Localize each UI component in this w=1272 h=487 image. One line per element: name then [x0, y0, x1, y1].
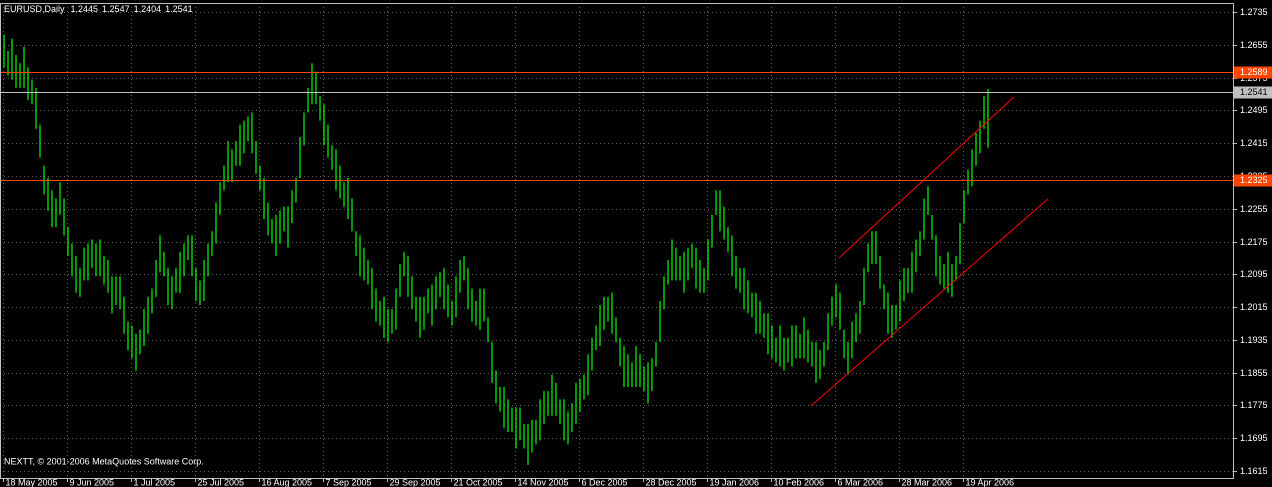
trend-line — [810, 198, 1049, 407]
open: 1.2445 — [71, 4, 99, 14]
y-tick-label: 1.1695 — [1240, 433, 1268, 443]
y-tick-label: 1.2255 — [1240, 204, 1268, 214]
x-tick-label: 16 Aug 2005 — [262, 477, 313, 487]
x-tick-label: 18 May 2005 — [6, 477, 58, 487]
y-tick-label: 1.2095 — [1240, 269, 1268, 279]
close: 1.2541 — [165, 4, 193, 14]
y-tick-label: 1.2415 — [1240, 138, 1268, 148]
level-label: 1.2541 — [1240, 87, 1268, 97]
y-tick-label: 1.1855 — [1240, 368, 1268, 378]
level-label: 1.2325 — [1240, 175, 1268, 185]
y-tick-label: 1.2655 — [1240, 40, 1268, 50]
y-tick-label: 1.2495 — [1240, 105, 1268, 115]
x-tick-label: 6 Dec 2005 — [582, 477, 628, 487]
level-label-box — [1234, 174, 1272, 187]
x-tick-label: 7 Sep 2005 — [326, 477, 372, 487]
x-tick-label: 10 Feb 2006 — [774, 477, 825, 487]
level-label: 1.2589 — [1240, 67, 1268, 77]
x-tick-label: 25 Jul 2005 — [198, 477, 245, 487]
x-tick-label: 28 Mar 2006 — [902, 477, 953, 487]
x-tick-label: 14 Nov 2005 — [518, 477, 569, 487]
chart-header: EURUSD,Daily 1.2445 1.2547 1.2404 1.2541 — [4, 4, 193, 14]
plot-frame — [0, 3, 1234, 479]
grid — [0, 3, 1233, 478]
x-tick-label: 28 Dec 2005 — [646, 477, 697, 487]
overlay — [0, 72, 1233, 407]
y-tick-label: 1.2175 — [1240, 237, 1268, 247]
x-tick-label: 9 Jun 2005 — [70, 477, 115, 487]
trend-line — [838, 96, 1015, 259]
y-tick-label: 1.1935 — [1240, 335, 1268, 345]
x-tick-label: 19 Apr 2006 — [966, 477, 1015, 487]
y-tick-label: 1.2015 — [1240, 302, 1268, 312]
bars — [3, 34, 989, 465]
x-tick-label: 29 Sep 2005 — [390, 477, 441, 487]
high: 1.2547 — [102, 4, 130, 14]
y-tick-label: 1.1775 — [1240, 400, 1268, 410]
low: 1.2404 — [134, 4, 162, 14]
level-label-box — [1234, 66, 1272, 79]
x-tick-label: 19 Jan 2006 — [710, 477, 760, 487]
level-label-box — [1234, 86, 1272, 99]
y-tick-label: 1.1615 — [1240, 466, 1268, 476]
x-tick-label: 21 Oct 2005 — [454, 477, 503, 487]
symbol: EURUSD,Daily — [4, 4, 65, 14]
x-tick-label: 1 Jul 2005 — [134, 477, 176, 487]
watermark: NEXTT, © 2001-2006 MetaQuotes Software C… — [4, 456, 204, 466]
y-tick-label: 1.2735 — [1240, 7, 1268, 17]
x-tick-label: 6 Mar 2006 — [838, 477, 884, 487]
